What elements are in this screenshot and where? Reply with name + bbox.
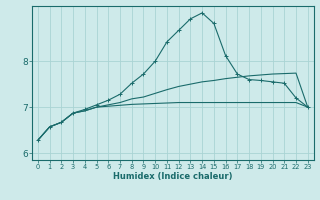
X-axis label: Humidex (Indice chaleur): Humidex (Indice chaleur) [113,172,233,181]
